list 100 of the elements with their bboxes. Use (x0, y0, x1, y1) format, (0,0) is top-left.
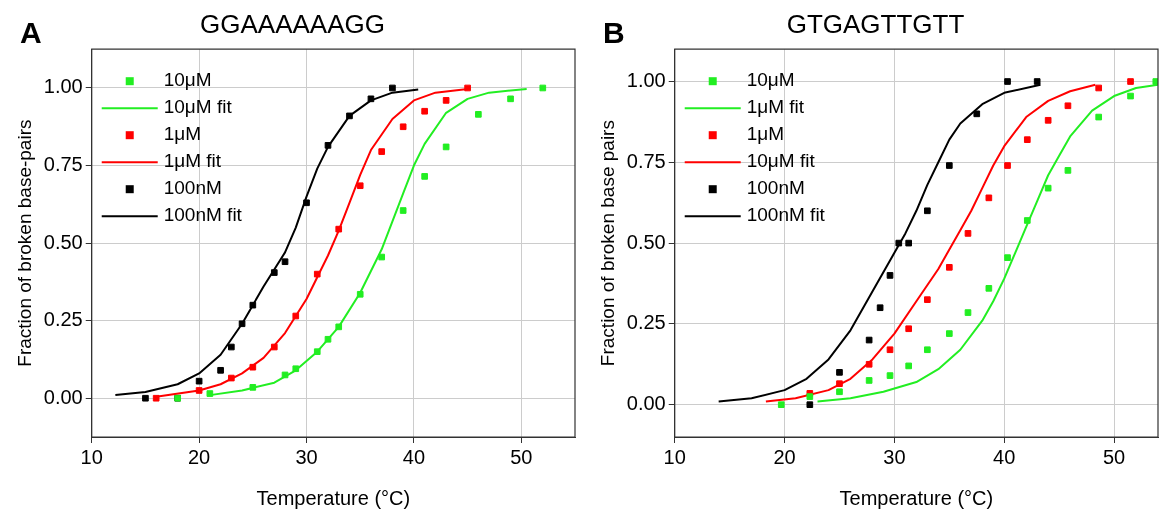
point (1095, 113, 1103, 121)
point (924, 346, 931, 354)
point (292, 312, 300, 320)
point (1004, 162, 1011, 169)
legend-label: 10μM fit (746, 150, 816, 172)
point (985, 285, 993, 292)
point (1044, 184, 1052, 192)
x-axis-title: Temperature (°C) (839, 486, 994, 509)
point (249, 363, 257, 371)
point (1023, 217, 1031, 224)
point (964, 230, 972, 237)
legend-label: 10μM (746, 69, 795, 91)
legend-label: 100nM fit (163, 204, 243, 226)
point (206, 390, 214, 397)
point (973, 110, 981, 118)
point (442, 97, 450, 104)
point (836, 388, 843, 396)
y-axis-title: Fraction of broken base pairs (596, 120, 618, 367)
point (464, 84, 471, 92)
legend-label: 1μM (746, 123, 785, 145)
point (985, 194, 993, 202)
point (335, 323, 343, 331)
x-tick-label: 50 (510, 445, 533, 468)
point (876, 304, 884, 312)
point (152, 394, 160, 402)
legend-label: 10μM fit (163, 96, 233, 118)
point (806, 401, 814, 409)
y-tick-label: 0.50 (626, 230, 666, 253)
chart-title: GGAAAAAAGG (200, 8, 385, 39)
point (905, 325, 912, 333)
point (1033, 78, 1041, 85)
legend-label: 100nM (746, 177, 805, 199)
x-tick-label: 40 (402, 445, 426, 468)
y-tick-label: 0.25 (626, 311, 666, 334)
point (228, 374, 235, 382)
y-tick-label: 1.00 (43, 75, 83, 98)
point (924, 207, 931, 215)
point (217, 366, 224, 374)
point (303, 199, 310, 207)
point (195, 377, 203, 385)
y-tick-label: 0.00 (43, 385, 83, 408)
point (1152, 78, 1158, 85)
point (270, 269, 278, 276)
point (228, 343, 235, 351)
point (886, 346, 894, 354)
y-tick-label: 0.75 (43, 153, 83, 176)
point (475, 111, 482, 118)
x-tick-label: 10 (663, 445, 686, 468)
y-tick-label: 0.75 (626, 149, 666, 172)
point (1064, 167, 1072, 174)
point (378, 148, 386, 155)
point (389, 84, 396, 92)
point (886, 372, 894, 379)
legend-label: 1μM fit (163, 150, 222, 172)
x-tick-label: 10 (80, 445, 103, 468)
point (313, 348, 321, 356)
x-axis-title: Temperature (°C) (256, 486, 411, 509)
point (865, 336, 873, 344)
point (1004, 254, 1011, 261)
y-tick-label: 0.25 (43, 308, 83, 331)
point (1095, 84, 1103, 92)
point (313, 270, 321, 278)
point (442, 143, 450, 151)
point (367, 95, 375, 103)
point (142, 394, 149, 402)
point (539, 84, 547, 92)
point (399, 123, 407, 131)
y-tick-label: 0.00 (626, 392, 666, 415)
point (292, 365, 300, 373)
point (421, 107, 428, 115)
point (945, 264, 953, 271)
point (1127, 92, 1134, 100)
point (945, 330, 953, 337)
point (249, 301, 257, 309)
x-tick-label: 30 (883, 445, 906, 468)
point (195, 387, 203, 394)
point (356, 182, 364, 190)
point (905, 362, 912, 370)
point (324, 142, 332, 149)
point (836, 369, 843, 376)
legend-label: 100nM fit (746, 204, 826, 226)
point (895, 239, 903, 247)
point (270, 343, 278, 351)
point (324, 335, 332, 343)
point (335, 225, 343, 233)
point (1044, 116, 1052, 124)
legend-label: 1μM fit (746, 96, 805, 118)
y-tick-label: 1.00 (626, 69, 666, 92)
point (507, 95, 514, 103)
point (421, 173, 428, 180)
x-tick-label: 20 (188, 445, 211, 468)
point (964, 309, 972, 316)
point (1064, 102, 1072, 110)
text: A (20, 16, 42, 50)
legend-label: 100nM (163, 177, 222, 199)
x-tick-label: 40 (993, 445, 1016, 468)
point (249, 384, 257, 391)
point (905, 239, 912, 247)
point (1127, 78, 1134, 85)
point (238, 320, 246, 328)
